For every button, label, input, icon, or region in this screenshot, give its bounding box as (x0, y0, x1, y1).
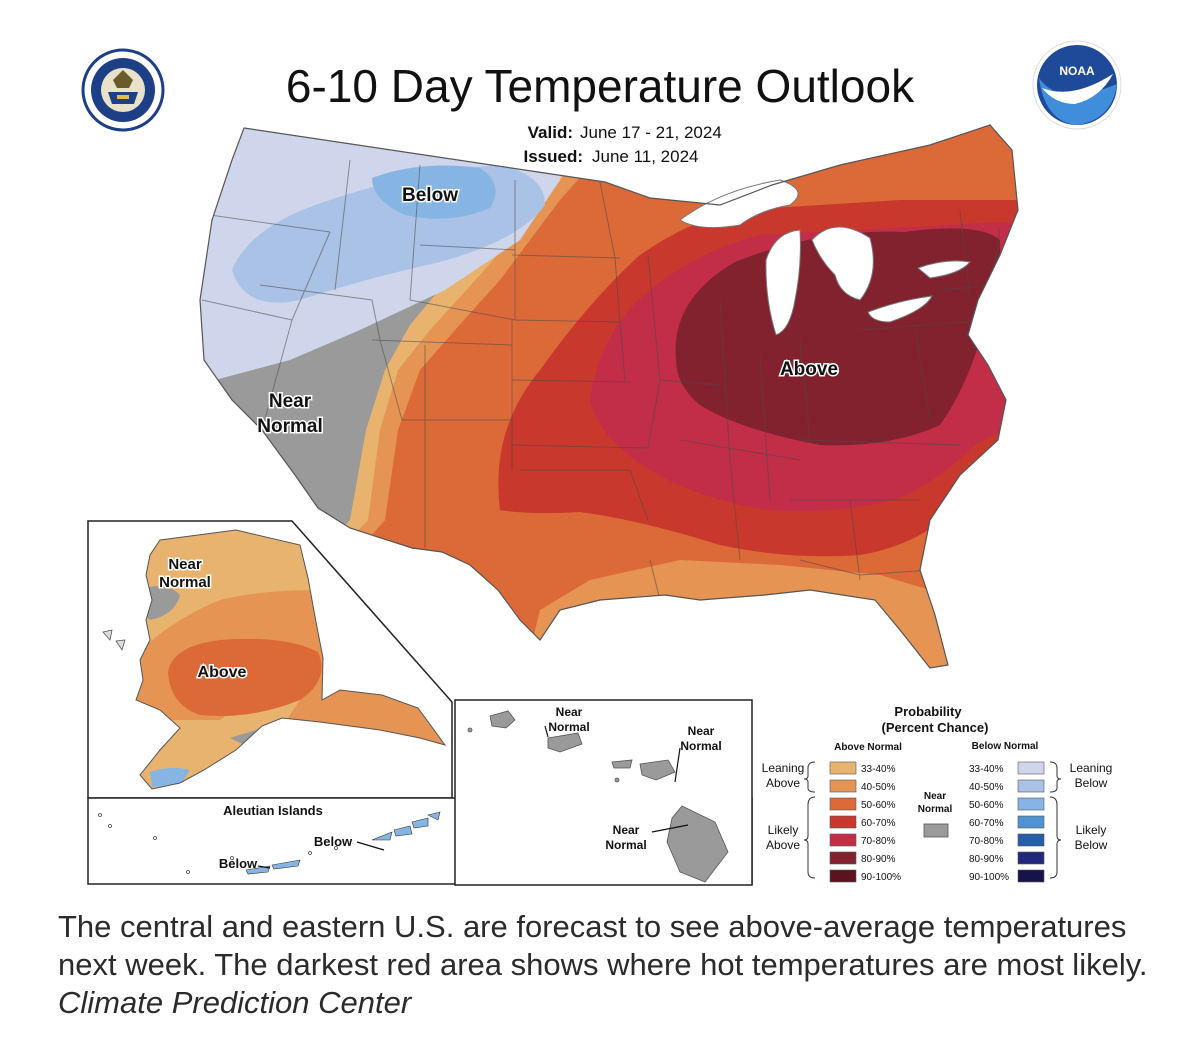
legend-below-range-2: 40-50% (969, 782, 1004, 793)
legend-near-normal-line2: Normal (918, 804, 953, 815)
commerce-seal-logo (81, 48, 165, 132)
issued-date: June 11, 2024 (592, 147, 699, 166)
legend-above-swatch-3 (829, 797, 857, 811)
legend-below-swatch-4 (1017, 815, 1045, 829)
valid-label: Valid: (528, 123, 573, 142)
caption: The central and eastern U.S. are forecas… (58, 908, 1158, 1022)
legend-below-swatch-3 (1017, 797, 1045, 811)
legend-below-swatch-6 (1017, 851, 1045, 865)
legend-rows: 33-40% 33-40% 40-50% 40-50% 50-60% 50-60% 60-7… (829, 761, 1045, 883)
legend-title-line2: (Percent Chance) (882, 720, 989, 735)
hawaii-near-normal-b-line1: Near (688, 724, 715, 738)
probability-legend: Probability (Percent Chance) Above Norma… (762, 704, 1113, 883)
legend-likely-above-line1: Likely (768, 823, 799, 837)
legend-below-range-6: 80-90% (969, 854, 1004, 865)
legend-title-line1: Probability (894, 704, 962, 719)
legend-below-header: Below Normal (972, 741, 1039, 752)
hawaii-near-normal-a-line2: Normal (548, 720, 589, 734)
conus-map (199, 124, 1019, 669)
legend-above-range-2: 40-50% (861, 782, 896, 793)
legend-below-swatch-2 (1017, 779, 1045, 793)
legend-leaning-above-line2: Above (766, 776, 800, 790)
aleutian-below-label-east: Below (314, 834, 353, 849)
legend-below-range-7: 90-100% (969, 872, 1009, 883)
legend-above-swatch-5 (829, 833, 857, 847)
outlook-figure: NOAA 6-10 Day Temperature Outlook Valid:… (81, 40, 1122, 886)
legend-below-range-5: 70-80% (969, 836, 1004, 847)
near-normal-label-line1: Near (269, 391, 312, 412)
legend-above-range-7: 90-100% (861, 872, 901, 883)
alaska-near-normal-line1: Near (168, 556, 202, 573)
noaa-logo: NOAA (1032, 40, 1122, 130)
legend-near-normal-swatch (923, 823, 949, 838)
legend-above-range-5: 70-80% (861, 836, 896, 847)
map-title: 6-10 Day Temperature Outlook (286, 60, 915, 112)
issued-label: Issued: (523, 147, 583, 166)
aleutian-title: Aleutian Islands (223, 803, 323, 818)
legend-likely-below-line1: Likely (1076, 823, 1107, 837)
legend-above-swatch-6 (829, 851, 857, 865)
legend-below-range-4: 60-70% (969, 818, 1004, 829)
legend-below-range-1: 33-40% (969, 764, 1004, 775)
legend-likely-above-line2: Above (766, 838, 800, 852)
legend-above-range-6: 80-90% (861, 854, 896, 865)
caption-credit: Climate Prediction Center (58, 985, 412, 1020)
aleutian-below-label-west: Below (219, 856, 258, 871)
legend-near-normal-line1: Near (924, 791, 946, 802)
hawaii-near-normal-c-line1: Near (613, 823, 640, 837)
hawaii-near-normal-c-line2: Normal (605, 838, 646, 852)
legend-leaning-below-line2: Below (1075, 776, 1108, 790)
above-label: Above (780, 359, 838, 380)
legend-leaning-below-line1: Leaning (1070, 761, 1113, 775)
legend-above-swatch-4 (829, 815, 857, 829)
alaska-above-label: Above (198, 664, 247, 681)
alaska-inset (87, 520, 453, 799)
legend-above-swatch-7 (829, 869, 857, 883)
legend-below-swatch-1 (1017, 761, 1045, 775)
legend-above-range-1: 33-40% (861, 764, 896, 775)
hawaii-inset (454, 699, 753, 886)
legend-below-range-3: 50-60% (969, 800, 1004, 811)
legend-above-header: Above Normal (834, 742, 902, 753)
near-normal-label-line2: Normal (257, 416, 322, 437)
legend-above-range-4: 60-70% (861, 818, 896, 829)
legend-likely-below-line2: Below (1075, 838, 1108, 852)
legend-above-range-3: 50-60% (861, 800, 896, 811)
valid-dates: June 17 - 21, 2024 (580, 123, 722, 142)
legend-leaning-above-line1: Leaning (762, 761, 805, 775)
below-label: Below (402, 185, 458, 206)
hawaii-near-normal-a-line1: Near (556, 705, 583, 719)
legend-above-swatch-1 (829, 761, 857, 775)
legend-below-swatch-5 (1017, 833, 1045, 847)
alaska-near-normal-line2: Normal (159, 574, 211, 591)
hawaii-near-normal-b-line2: Normal (680, 739, 721, 753)
legend-below-swatch-7 (1017, 869, 1045, 883)
legend-above-swatch-2 (829, 779, 857, 793)
noaa-logo-text: NOAA (1059, 64, 1095, 78)
caption-text: The central and eastern U.S. are forecas… (58, 909, 1148, 982)
